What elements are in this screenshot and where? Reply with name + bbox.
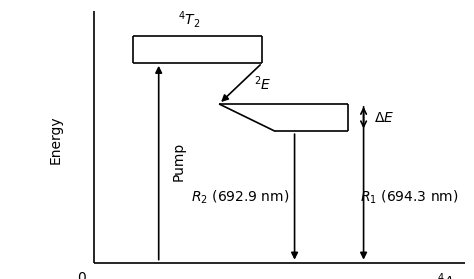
Text: $^{4}A_{2}$: $^{4}A_{2}$ — [437, 271, 461, 279]
Text: $^{2}E$: $^{2}E$ — [254, 74, 271, 93]
Text: $R_{1}$ (694.3 nm): $R_{1}$ (694.3 nm) — [360, 188, 458, 206]
Text: $R_{2}$ (692.9 nm): $R_{2}$ (692.9 nm) — [191, 188, 290, 206]
Text: $^{4}T_{2}$: $^{4}T_{2}$ — [178, 9, 200, 30]
Text: Pump: Pump — [172, 142, 186, 181]
Text: Energy: Energy — [48, 115, 62, 164]
Text: 0: 0 — [77, 271, 85, 279]
Text: $\Delta E$: $\Delta E$ — [374, 111, 394, 125]
